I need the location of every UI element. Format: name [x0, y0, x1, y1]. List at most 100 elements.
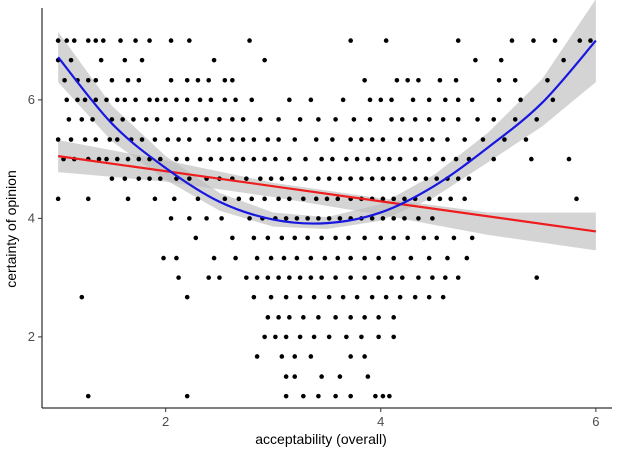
data-point [359, 176, 364, 181]
data-point [426, 117, 432, 122]
data-point [405, 235, 410, 241]
data-point [249, 196, 255, 202]
data-point [333, 117, 338, 122]
data-point [144, 117, 149, 122]
data-point [249, 97, 255, 103]
data-point [109, 176, 115, 181]
data-point [324, 196, 330, 202]
data-point [287, 196, 292, 202]
data-point [294, 255, 300, 261]
data-point [577, 38, 583, 43]
data-point [283, 294, 289, 300]
data-point [90, 117, 95, 122]
data-point [147, 38, 152, 43]
data-point [182, 117, 188, 122]
data-point [380, 393, 386, 399]
data-point [168, 38, 174, 43]
data-point [197, 97, 203, 103]
data-point [187, 216, 192, 221]
data-point [184, 294, 190, 300]
data-point [365, 374, 371, 379]
data-point [254, 354, 260, 359]
data-point [378, 97, 384, 103]
data-point [136, 77, 142, 83]
data-point [276, 315, 281, 320]
data-point [319, 275, 324, 280]
data-point [247, 216, 252, 221]
data-point [55, 137, 61, 142]
data-point [154, 117, 160, 122]
data-point [348, 255, 353, 261]
data-point [283, 393, 289, 399]
data-point [287, 97, 292, 103]
data-point [391, 315, 396, 320]
linear-fit-line [57, 155, 597, 233]
data-point [114, 97, 120, 103]
data-point [509, 38, 515, 43]
data-point [326, 216, 332, 221]
data-point [354, 294, 360, 300]
data-point [217, 275, 222, 280]
data-point [313, 196, 319, 202]
data-point [369, 137, 375, 142]
data-point [426, 97, 432, 103]
data-point [322, 255, 328, 261]
data-point [362, 255, 367, 261]
data-point [247, 38, 252, 43]
data-point [251, 137, 257, 142]
data-point [348, 176, 353, 181]
y-axis-ticks: 2 4 6 [28, 92, 42, 344]
data-point [588, 38, 593, 43]
data-point [443, 275, 448, 280]
data-point [423, 176, 429, 181]
data-point [55, 196, 61, 202]
data-point [125, 156, 131, 162]
data-point [376, 334, 381, 340]
data-point [165, 137, 171, 142]
data-point [512, 77, 518, 83]
data-point [195, 77, 201, 83]
data-point [455, 38, 461, 43]
data-point [308, 354, 314, 359]
data-point [184, 156, 190, 162]
data-point [297, 117, 303, 122]
data-point [443, 97, 448, 103]
data-point [397, 137, 403, 142]
data-point [258, 176, 263, 181]
data-point [399, 117, 405, 122]
data-point [187, 176, 192, 181]
data-point [416, 275, 421, 280]
x-axis-ticks: 2 4 6 [162, 408, 599, 429]
data-point [158, 156, 163, 162]
data-point [109, 77, 115, 83]
data-point [335, 255, 341, 261]
data-point [354, 156, 360, 162]
data-point [416, 216, 421, 221]
data-point [297, 334, 303, 340]
data-point [491, 117, 496, 122]
data-point [208, 97, 214, 103]
data-point [240, 137, 246, 142]
data-point [206, 77, 211, 83]
data-point [566, 156, 572, 162]
data-point [440, 156, 446, 162]
data-point [469, 97, 475, 103]
data-point [104, 97, 109, 103]
data-point [219, 216, 224, 221]
data-point [244, 176, 249, 181]
data-point [262, 334, 267, 340]
y-axis-title: certainty of opinion [3, 170, 19, 288]
data-point [389, 275, 394, 280]
data-point [561, 57, 566, 63]
data-point [283, 374, 289, 379]
data-point [440, 294, 446, 300]
data-point [133, 97, 138, 103]
data-point [230, 156, 235, 162]
data-point [437, 77, 443, 83]
data-point [85, 393, 91, 399]
data-point [217, 137, 222, 142]
data-point [211, 57, 217, 63]
data-point [412, 156, 418, 162]
data-point [387, 393, 392, 399]
data-point [362, 77, 367, 83]
